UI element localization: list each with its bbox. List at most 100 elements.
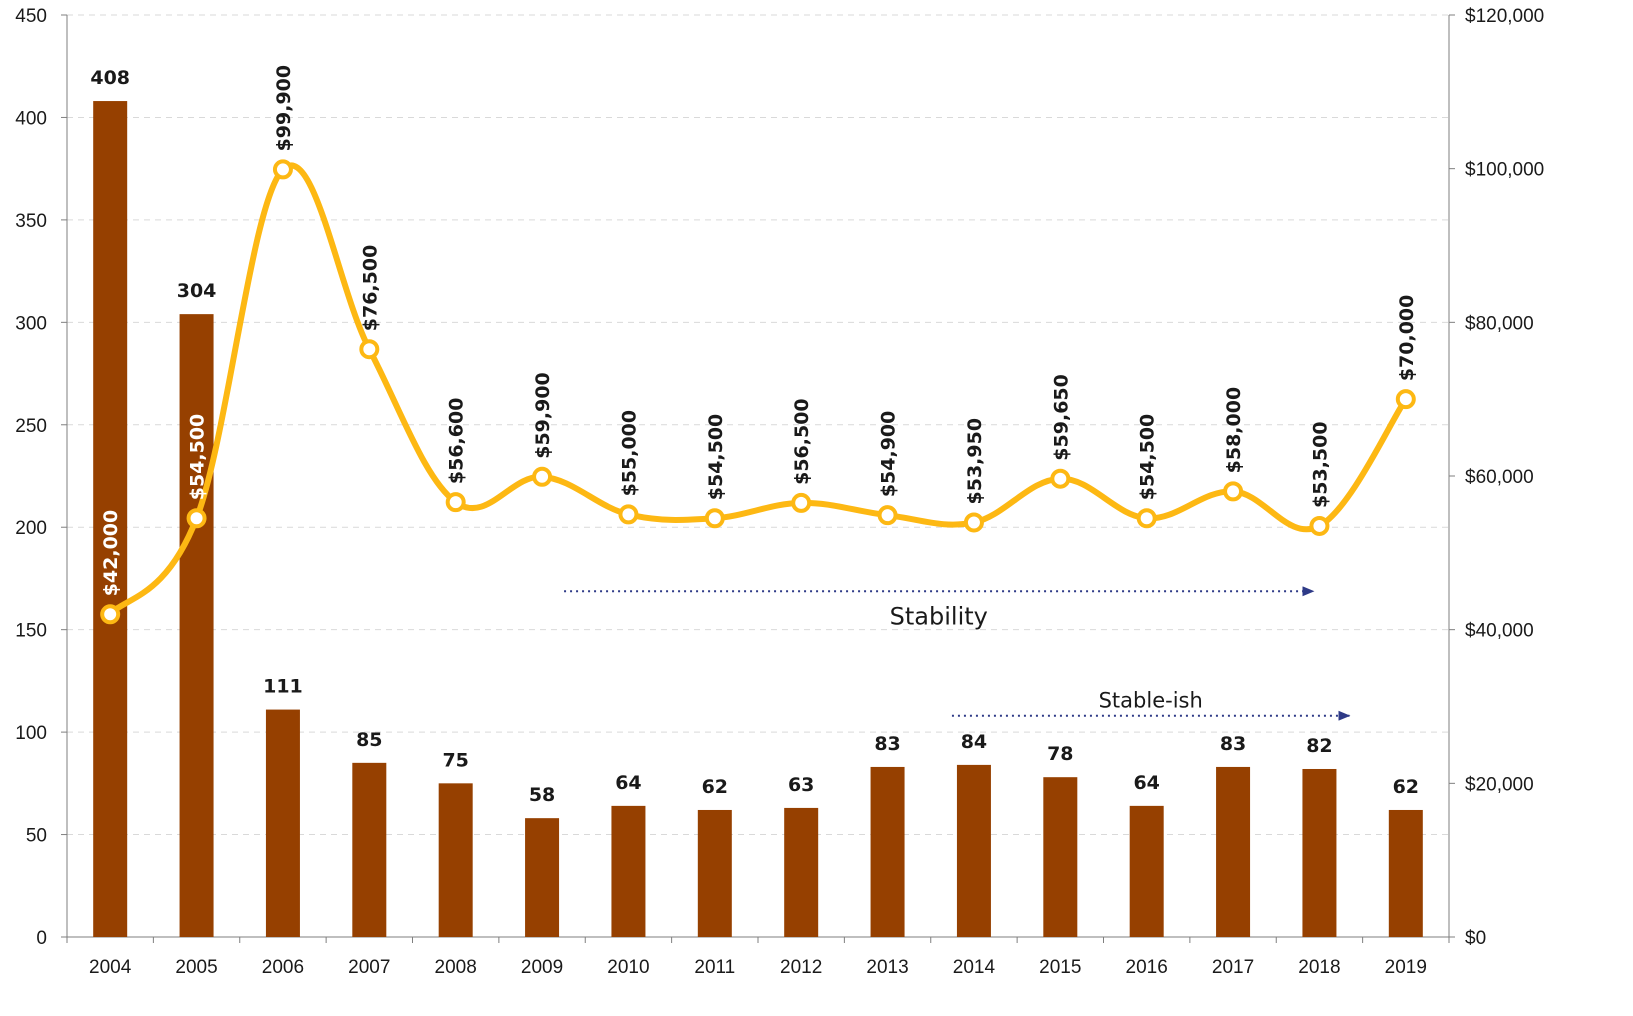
bar-data-label: 75 [442,749,468,771]
right-axis-tick-label: $100,000 [1465,160,1544,181]
bar [1388,809,1423,937]
x-axis-tick-label: 2009 [521,957,563,978]
price-point-marker [100,604,121,625]
price-data-label: $59,900 [532,372,554,459]
price-data-label: $53,500 [1309,421,1331,508]
bar [179,314,214,937]
x-axis-tick-label: 2014 [953,957,996,978]
bar [265,709,300,937]
price-line [107,162,1409,618]
x-axis-tick-label: 2017 [1212,957,1254,978]
price-data-label: $55,000 [618,410,640,497]
bar-data-label: 82 [1306,735,1332,757]
bar-data-label: 78 [1047,743,1073,765]
left-axis-tick-label: 400 [15,108,47,129]
price-data-label: $54,900 [878,411,900,498]
price-data-label: $56,600 [446,398,468,485]
bar-series [93,101,1423,937]
right-axis-tick-label: $60,000 [1465,467,1534,488]
x-axis-tick-label: 2013 [866,957,908,978]
bar [697,809,732,937]
left-axis-tick-label: 200 [15,518,47,539]
bar-data-label: 63 [788,774,814,796]
bar [93,101,128,937]
price-point-marker [1395,389,1416,410]
left-axis-tick-label: 150 [15,621,47,642]
x-axis-tick-label: 2019 [1385,957,1427,978]
price-data-label: $99,900 [273,65,295,152]
bar [1043,777,1078,937]
left-axis-tick-label: 0 [36,928,47,949]
left-axis-tick-label: 100 [15,723,47,744]
price-data-label: $54,500 [705,414,727,501]
price-data-label: $42,000 [100,510,122,597]
bar-data-label: 83 [1220,733,1246,755]
price-point-marker [791,492,812,513]
price-point-marker [963,512,984,533]
price-data-label: $54,500 [187,414,209,501]
bar [611,805,646,937]
left-axis-tick-label: 300 [15,313,47,334]
bar-data-label: 408 [90,67,130,89]
price-data-label: $58,000 [1223,387,1245,474]
right-axis-tick-label: $0 [1465,928,1486,949]
x-axis-tick-label: 2007 [348,957,390,978]
bar-data-label: 64 [615,772,641,794]
x-axis-tick-label: 2011 [694,957,735,978]
x-axis-tick-label: 2018 [1298,957,1340,978]
bar-data-label: 58 [529,784,555,806]
left-axis-tick-label: 250 [15,416,47,437]
annotation-label: Stability [890,602,988,630]
bar [438,783,473,937]
left-axis-tick-label: 50 [26,826,47,847]
bar [1216,766,1251,937]
right-axis-tick-label: $80,000 [1465,313,1534,334]
price-point-marker [359,339,380,360]
price-data-label: $76,500 [359,245,381,332]
bar [1129,805,1164,937]
bar-data-label: 62 [702,776,728,798]
price-point-marker [1050,468,1071,489]
bar [956,764,991,937]
price-point-marker [445,492,466,513]
price-point-marker [272,159,293,180]
x-axis-tick-label: 2012 [780,957,822,978]
data-labels: 408 304 111 85 75 58 64 62 63 83 84 78 64 83 82 62 $42,0… [90,65,1419,806]
price-point-marker [618,504,639,525]
x-axis-tick-label: 2008 [435,957,477,978]
left-axis-tick-label: 450 [15,6,47,27]
price-point-marker [877,505,898,526]
price-point-marker [1309,515,1330,536]
bar [1302,768,1337,937]
price-data-label: $70,000 [1396,295,1418,382]
price-point-marker [1223,481,1244,502]
price-point-marker [186,508,207,529]
x-axis-tick-label: 2004 [89,957,132,978]
x-axis-tick-label: 2006 [262,957,304,978]
x-axis-tick-label: 2016 [1126,957,1168,978]
annotation-label: Stable-ish [1099,689,1203,713]
bar-data-label: 62 [1393,776,1419,798]
left-axis-tick-label: 350 [15,211,47,232]
bar-data-label: 84 [961,731,987,753]
right-axis-tick-label: $40,000 [1465,621,1534,642]
price-line-series [100,159,1416,625]
x-axis-tick-label: 2010 [607,957,649,978]
bar-data-label: 83 [874,733,900,755]
price-point-marker [1136,508,1157,529]
bar [870,766,905,937]
price-data-label: $54,500 [1137,414,1159,501]
price-data-label: $53,950 [964,418,986,505]
price-data-label: $59,650 [1050,374,1072,461]
right-axis-tick-label: $120,000 [1465,6,1544,27]
bar [525,818,560,937]
price-point-marker [532,466,553,487]
price-data-label: $56,500 [791,398,813,485]
right-axis-tick-label: $20,000 [1465,774,1534,795]
x-axis-tick-label: 2015 [1039,957,1081,978]
x-axis-tick-label: 2005 [175,957,217,978]
bar [784,807,819,937]
bar-data-label: 85 [356,729,382,751]
bar [352,762,387,937]
